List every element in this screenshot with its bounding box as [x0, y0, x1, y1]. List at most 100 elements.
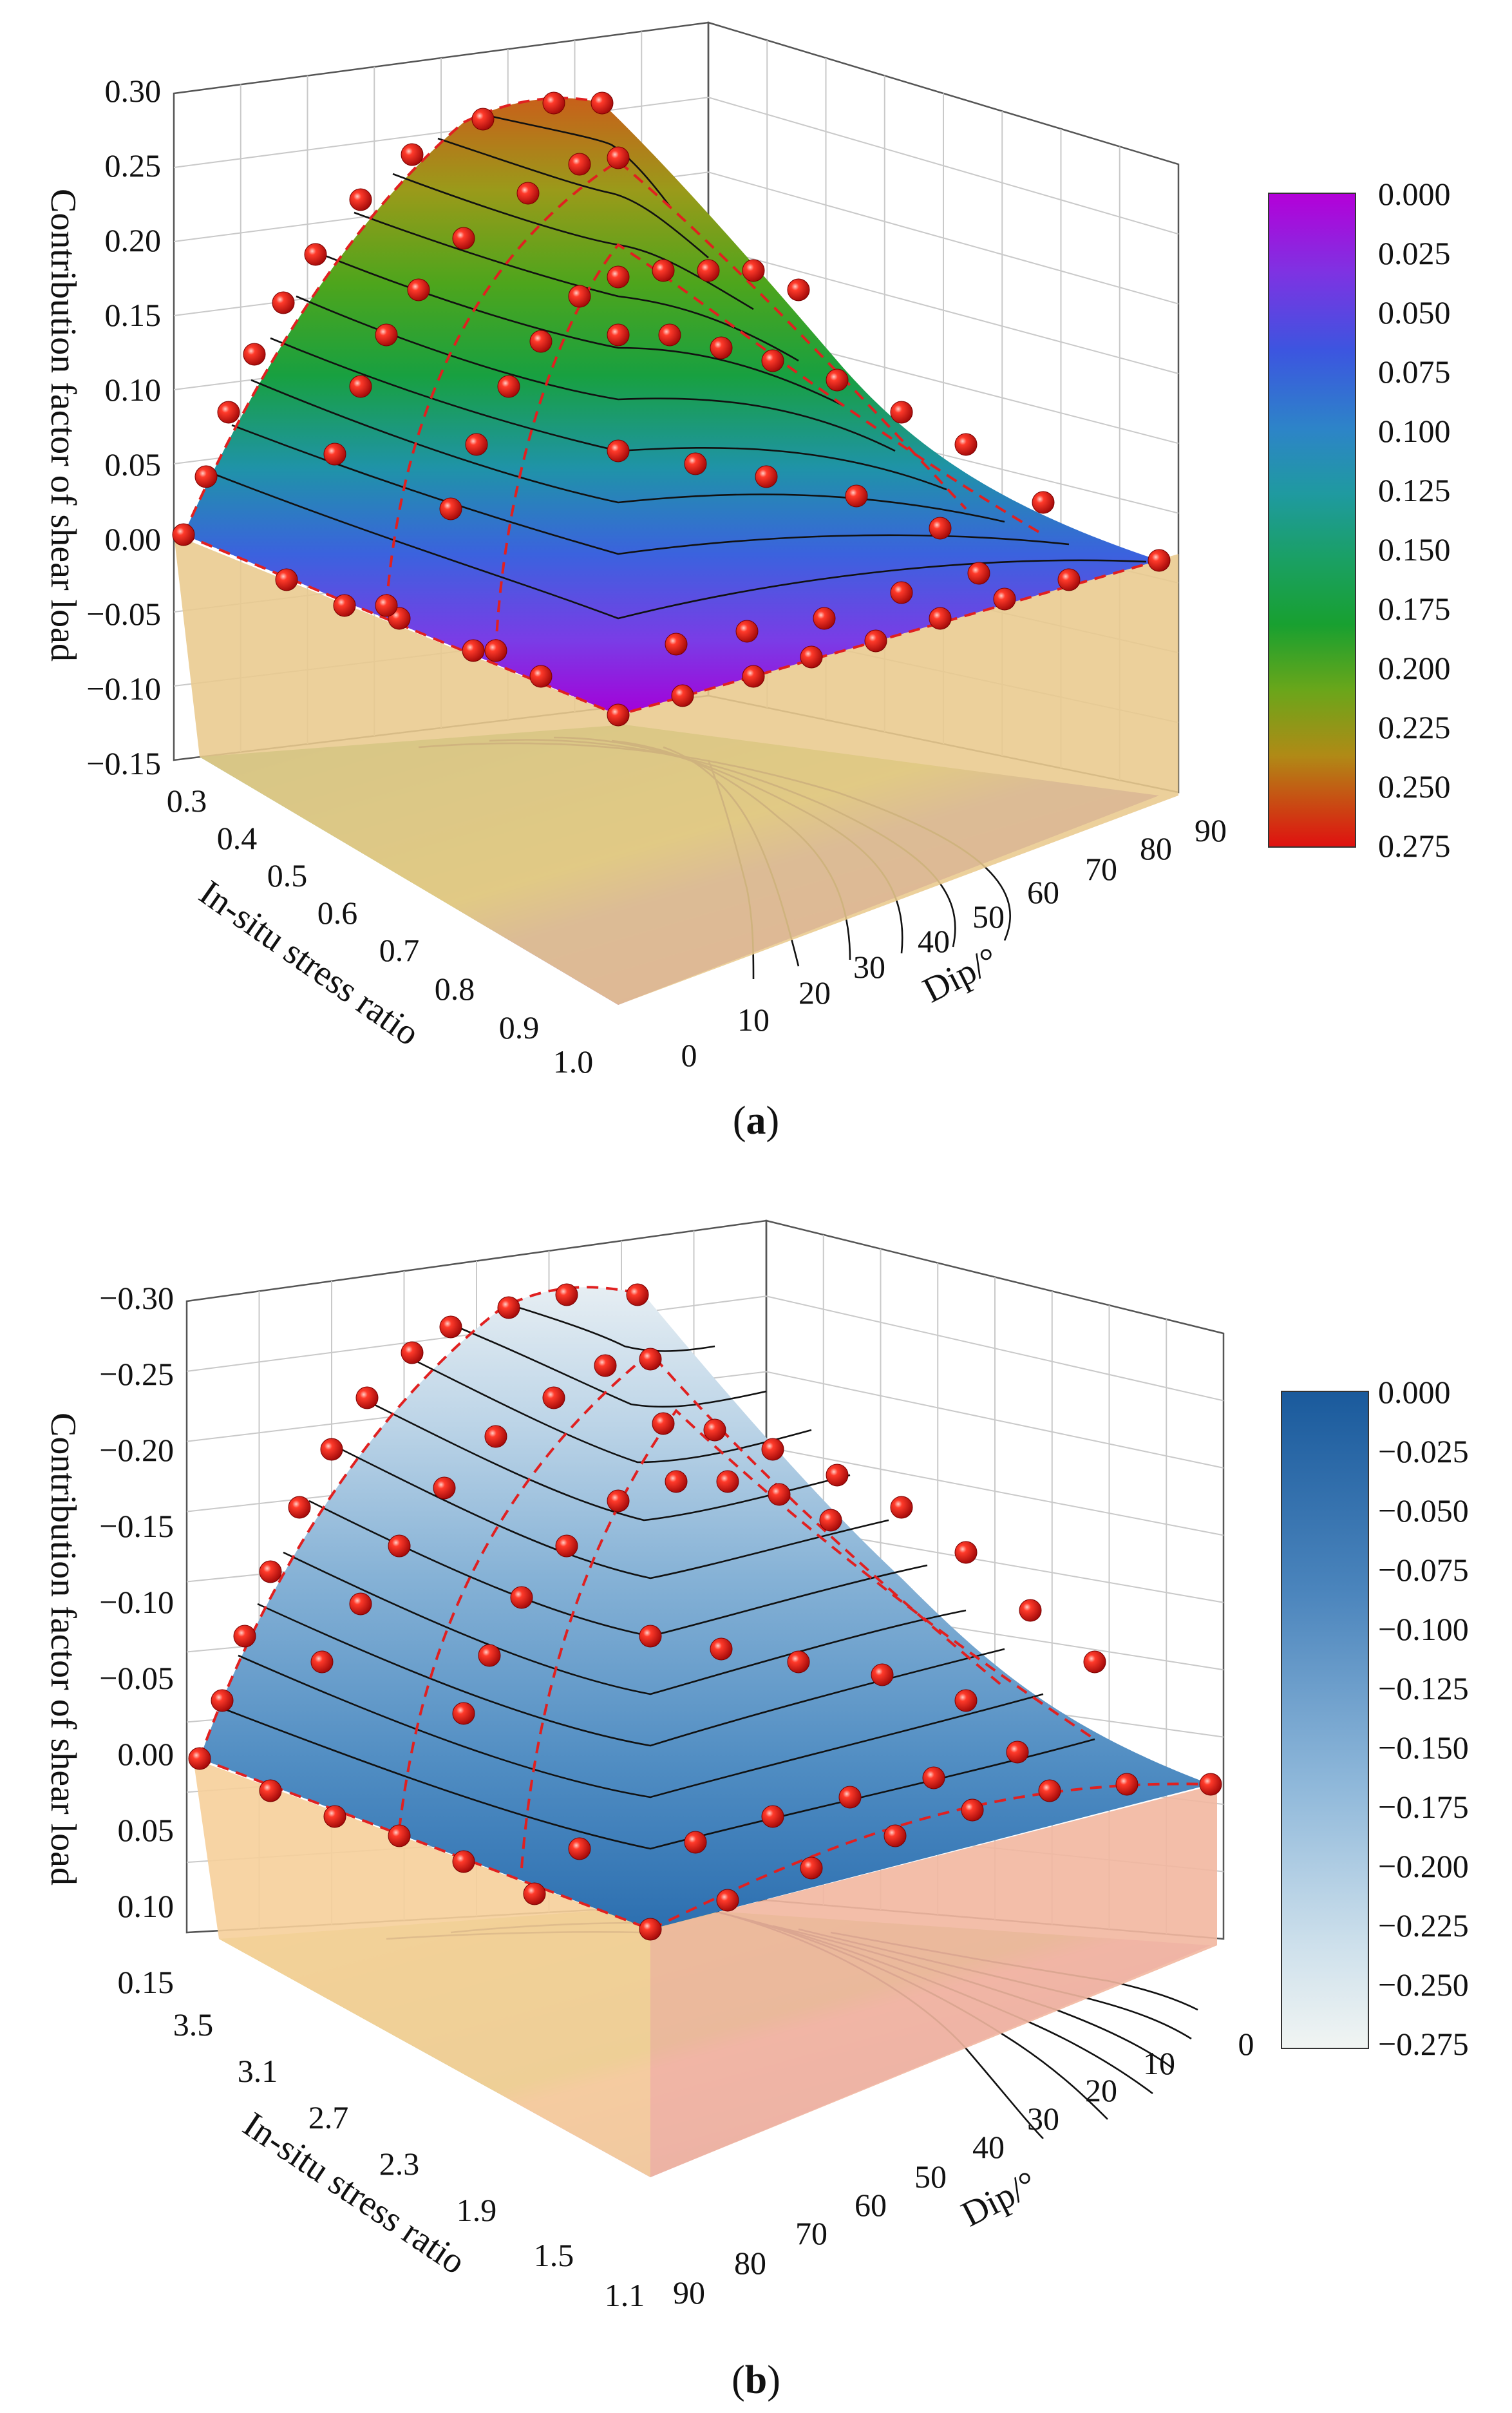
data-point-sphere: [407, 278, 430, 301]
data-point-sphere: [172, 523, 195, 546]
caption-b: (b): [732, 2358, 780, 2402]
data-point-sphere: [1083, 1650, 1106, 1674]
data-point-sphere: [787, 278, 810, 301]
data-point-sphere: [497, 375, 520, 398]
data-point-sphere: [1006, 1741, 1029, 1764]
x-tick: 0.3: [167, 783, 207, 819]
z-tick: −0.15: [99, 1508, 174, 1544]
data-point-sphere: [658, 323, 681, 347]
data-point-sphere: [813, 607, 836, 630]
y-tick: 90: [673, 2275, 705, 2311]
z-tick: 0.30: [105, 73, 162, 109]
colorbar-ticks-a: 0.000 0.025 0.050 0.075 0.100 0.125 0.15…: [1378, 176, 1451, 864]
y-axis-label-b: Dip/°: [955, 2164, 1043, 2235]
panel-a: 0.30 0.25 0.20 0.15 0.10 0.05 0.00 −0.05…: [43, 21, 1451, 1143]
data-point-sphere: [349, 188, 372, 211]
x-axis-label-b: In-situ stress ratio: [236, 2104, 472, 2282]
colorbar-ticks-b: 0.000 −0.025 −0.050 −0.075 −0.100 −0.125…: [1378, 1374, 1469, 2062]
data-point-sphere: [211, 1689, 234, 1712]
data-point-sphere: [884, 1824, 907, 1847]
z-tick: −0.10: [86, 671, 161, 707]
data-point-sphere: [993, 587, 1016, 611]
colorbar-tick: 0.000: [1378, 176, 1451, 212]
data-point-sphere: [826, 1464, 849, 1487]
data-point-sphere: [523, 1882, 546, 1905]
z-axis-label-b: Contribution factor of shear load: [43, 1413, 83, 1885]
x-tick: 1.0: [553, 1044, 594, 1080]
colorbar-tick: 0.125: [1378, 472, 1451, 508]
data-point-sphere: [838, 1786, 862, 1809]
data-point-sphere: [484, 1425, 507, 1448]
data-point-sphere: [217, 401, 240, 424]
data-point-sphere: [465, 433, 488, 456]
data-point-sphere: [1032, 491, 1055, 514]
colorbar-a: [1268, 193, 1356, 848]
data-point-sphere: [768, 1483, 791, 1506]
data-point-sphere: [401, 143, 424, 166]
y-ticks-b: 90 80 70 60 50 40 30 20 10 0: [673, 2026, 1254, 2311]
colorbar-tick: 0.050: [1378, 294, 1451, 330]
y-tick: 60: [1027, 874, 1059, 910]
front-wall-right-b: [650, 1784, 1217, 2177]
data-point-sphere: [542, 1386, 565, 1409]
data-point-sphere: [652, 259, 675, 282]
x-ticks-b: 3.5 3.1 2.7 2.3 1.9 1.5 1.1: [173, 2007, 645, 2313]
z-axis-label-a: Contribution factor of shear load: [43, 189, 83, 662]
data-point-sphere: [375, 323, 398, 347]
data-point-sphere: [800, 645, 823, 669]
colorbar-tick: −0.225: [1378, 1907, 1469, 1943]
data-point-sphere: [697, 259, 720, 282]
data-point-sphere: [388, 1824, 411, 1847]
data-point-sphere: [871, 1663, 894, 1686]
data-point-sphere: [1019, 1599, 1042, 1622]
colorbar-tick: −0.050: [1378, 1493, 1469, 1529]
data-point-sphere: [452, 227, 475, 250]
data-point-sphere: [761, 1805, 784, 1828]
colorbar-tick: 0.025: [1378, 235, 1451, 271]
colorbar-tick: 0.150: [1378, 531, 1451, 567]
data-point-sphere: [529, 665, 553, 688]
data-point-sphere: [1115, 1773, 1139, 1796]
data-point-sphere: [462, 639, 485, 662]
data-point-sphere: [388, 1534, 411, 1558]
data-point-sphere: [922, 1766, 945, 1789]
z-tick: −0.05: [99, 1660, 174, 1696]
data-point-sphere: [323, 443, 346, 466]
colorbar-b: [1281, 1391, 1369, 2049]
x-tick: 1.5: [534, 2237, 574, 2273]
data-point-sphere: [555, 1534, 578, 1558]
data-point-sphere: [607, 323, 630, 347]
z-tick: 0.00: [118, 1736, 175, 1772]
colorbar-tick: −0.175: [1378, 1789, 1469, 1825]
data-point-sphere: [401, 1341, 424, 1364]
data-point-sphere: [742, 259, 765, 282]
x-tick: 0.5: [267, 857, 308, 893]
data-point-sphere: [320, 1438, 343, 1461]
data-point-sphere: [471, 108, 495, 131]
x-tick: 0.4: [217, 820, 258, 856]
x-tick: 2.3: [379, 2146, 420, 2182]
data-point-sphere: [484, 639, 507, 662]
data-point-sphere: [954, 1689, 978, 1712]
z-tick: 0.15: [118, 1964, 175, 2000]
y-tick: 50: [972, 899, 1005, 935]
data-point-sphere: [787, 1650, 810, 1674]
data-point-sphere: [355, 1386, 379, 1409]
data-point-sphere: [439, 1315, 462, 1339]
data-points-b: [188, 1283, 1222, 1941]
data-point-sphere: [665, 633, 688, 656]
front-wall-left-a: [174, 535, 618, 1005]
data-point-sphere: [591, 91, 614, 115]
data-point-sphere: [710, 336, 733, 359]
colorbar-tick: −0.275: [1378, 2026, 1469, 2062]
z-tick: −0.20: [99, 1432, 174, 1468]
y-ticks-a: 0 10 20 30 40 50 60 70 80 90: [681, 812, 1227, 1073]
data-point-sphere: [800, 1856, 823, 1880]
data-point-sphere: [864, 629, 887, 653]
data-point-sphere: [967, 562, 990, 585]
data-point-sphere: [684, 452, 707, 475]
data-point-sphere: [607, 1489, 630, 1512]
x-tick: 2.7: [308, 2099, 349, 2135]
data-point-sphere: [710, 1637, 733, 1661]
